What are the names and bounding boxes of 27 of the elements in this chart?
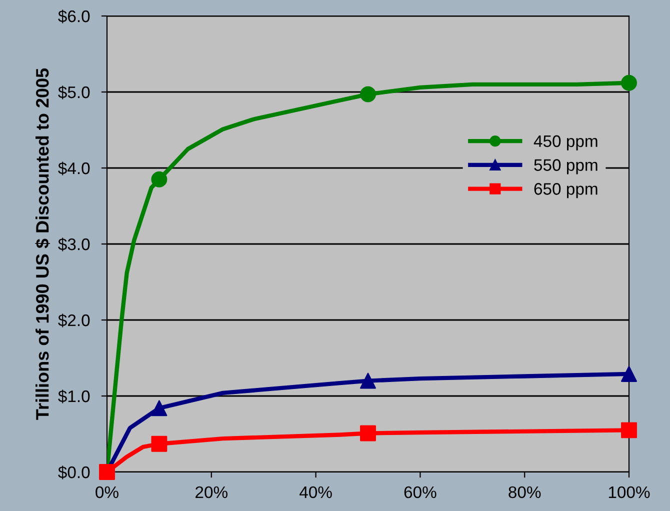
point <box>360 372 376 389</box>
legend-label: 650 ppm <box>534 183 598 198</box>
x-tick-label: 80% <box>508 486 541 498</box>
y-tick-label: $0.0 <box>58 466 90 480</box>
y-tick-label: $1.0 <box>58 390 90 404</box>
point <box>621 422 637 438</box>
point <box>621 366 637 382</box>
legend-label: 450 ppm <box>534 135 598 150</box>
y-tick-label: $5.0 <box>58 86 90 100</box>
y-tick-label: $4.0 <box>58 162 90 176</box>
point <box>360 425 376 442</box>
point <box>151 171 168 188</box>
point <box>360 86 376 102</box>
x-tick-label: 40% <box>300 486 332 498</box>
y-tick-label: $2.0 <box>58 314 90 328</box>
y-tick-label: $3.0 <box>58 238 90 252</box>
point <box>621 74 637 91</box>
point <box>99 464 115 480</box>
point <box>151 400 168 416</box>
y-tick-label: $6.0 <box>58 10 90 24</box>
x-tick-label: 60% <box>404 486 436 498</box>
x-tick-label: 100% <box>608 486 650 498</box>
y-axis-title: Trillions of 1990 US $ Discounted to 2005 <box>35 68 50 420</box>
x-tick-label: 20% <box>196 486 228 498</box>
x-tick-label: 0% <box>96 486 118 498</box>
legend-label: 550 ppm <box>534 159 598 174</box>
point <box>151 436 168 452</box>
